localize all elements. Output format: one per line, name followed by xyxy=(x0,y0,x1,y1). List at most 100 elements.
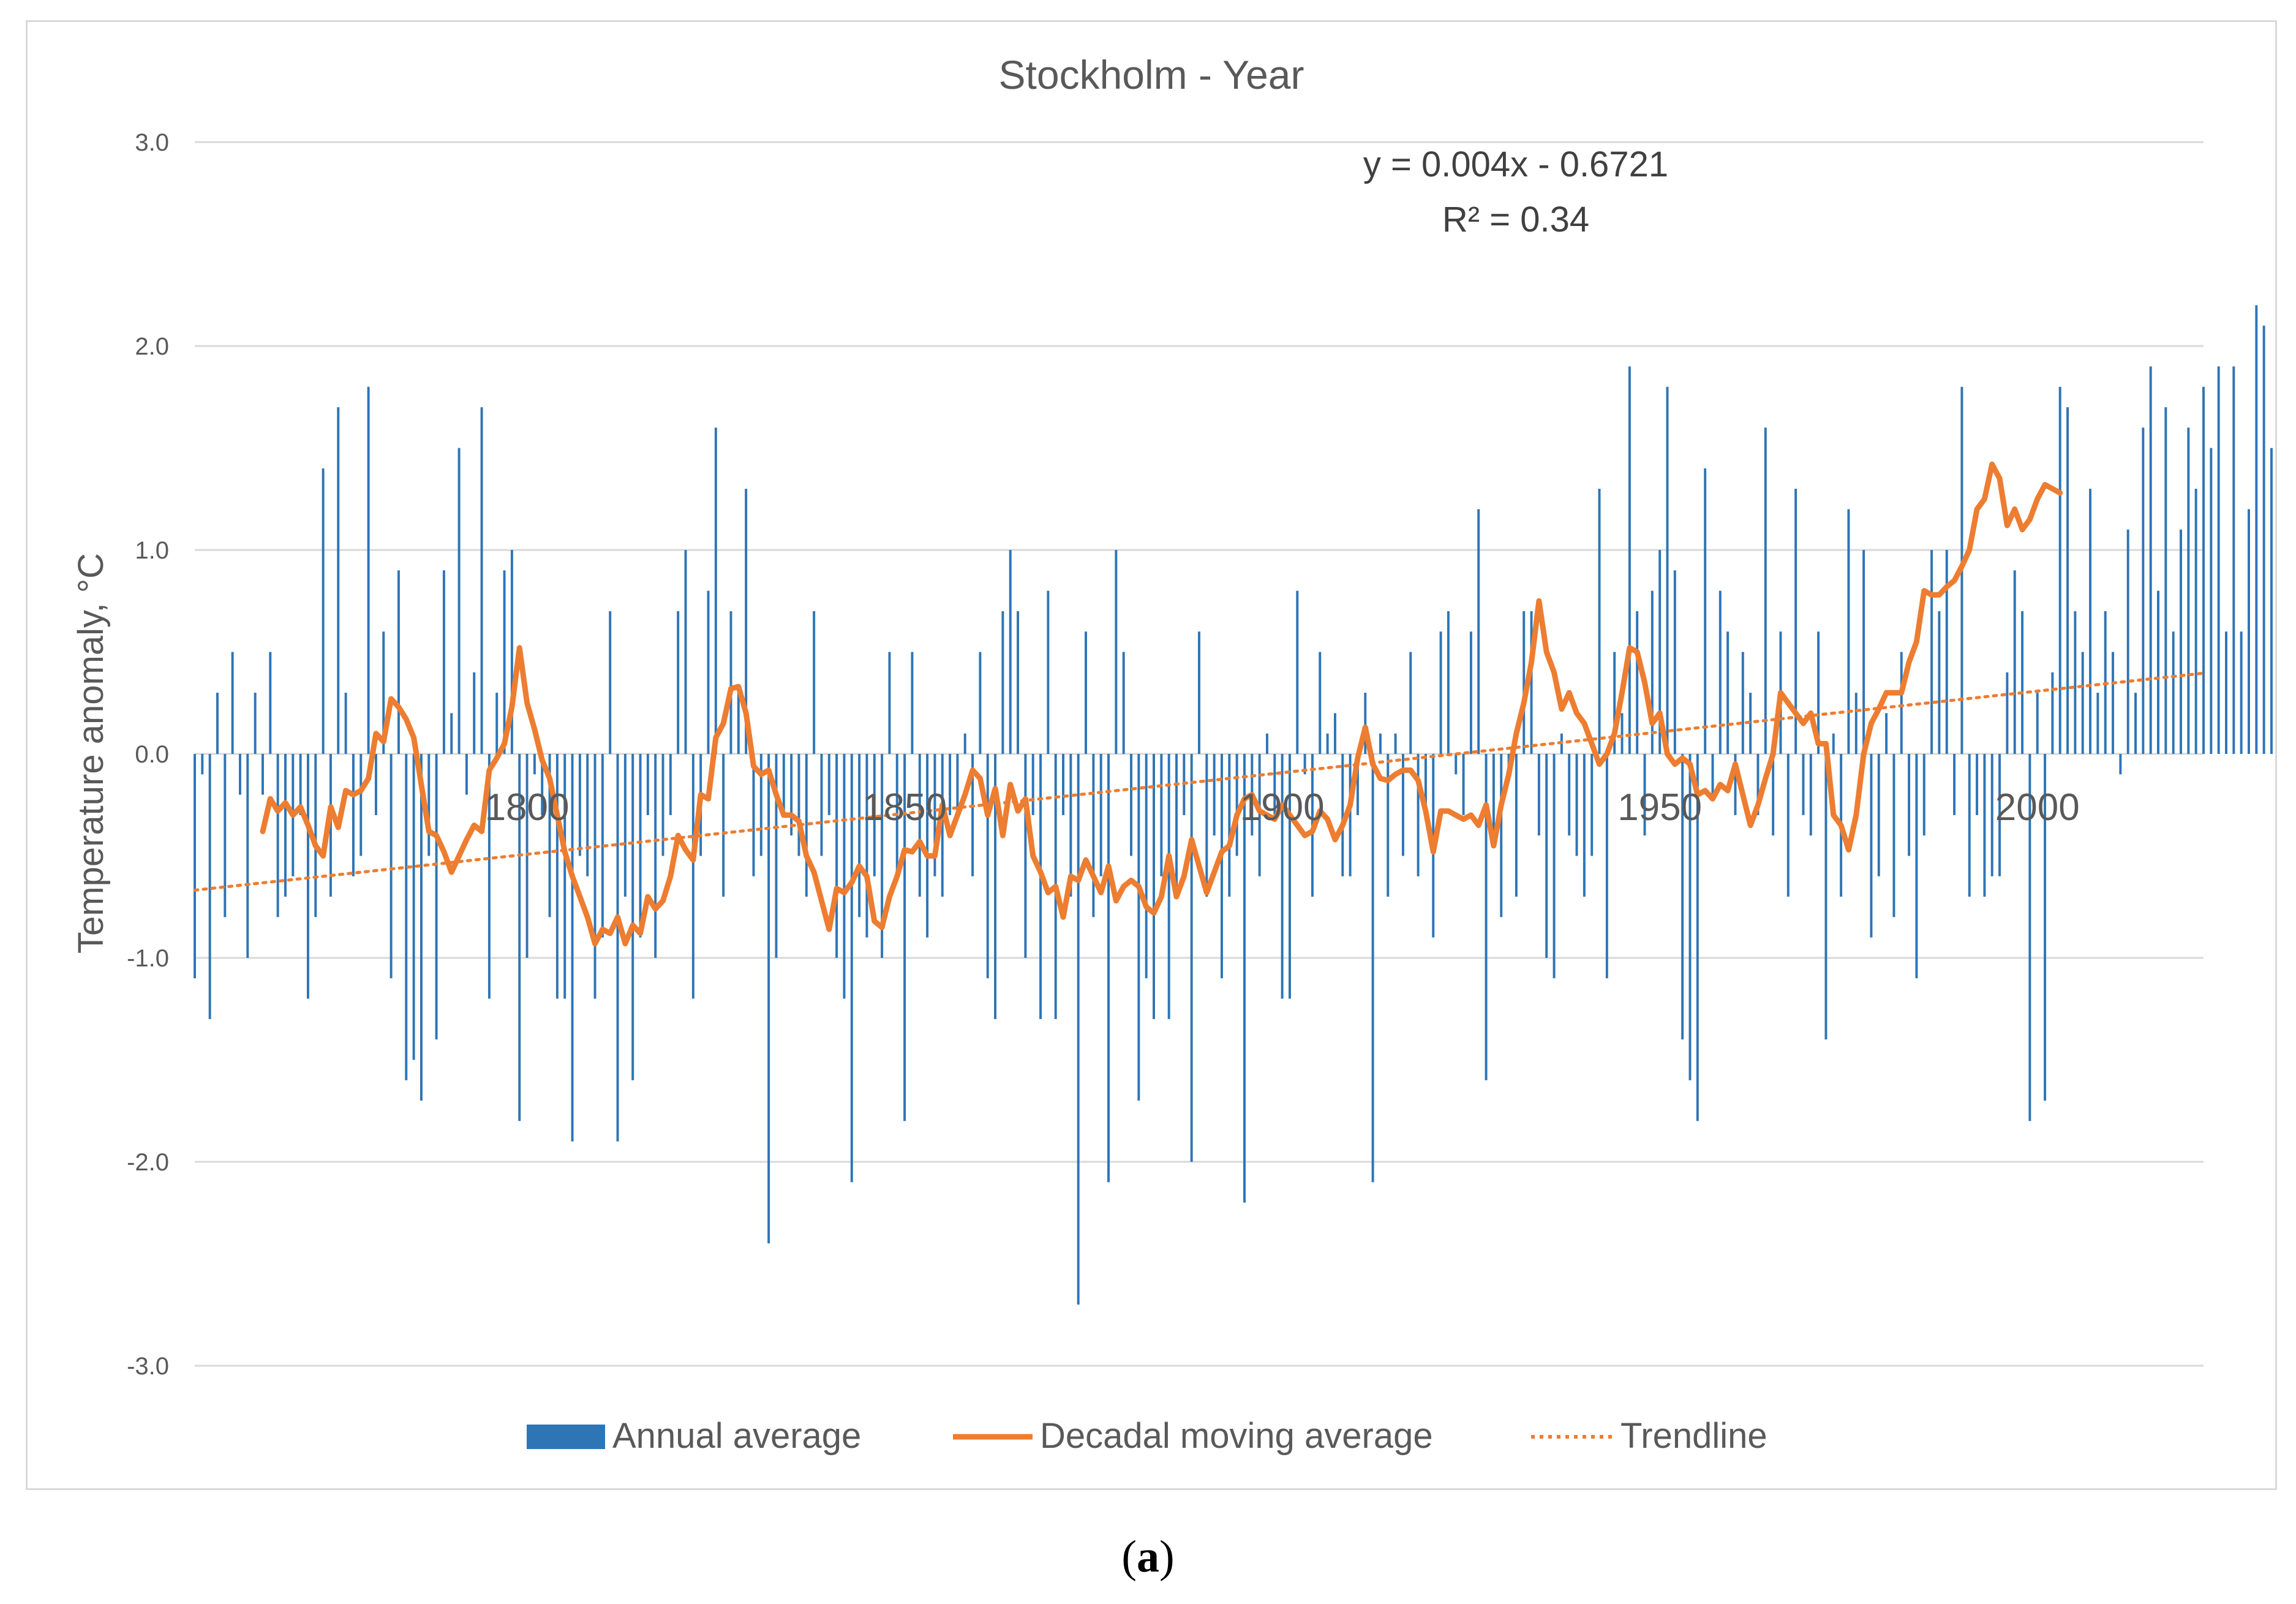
annual-bar xyxy=(420,754,423,1101)
annual-bar xyxy=(306,754,309,999)
annual-bar xyxy=(820,754,823,856)
annual-bar xyxy=(231,652,234,754)
caption-close: ) xyxy=(1159,1532,1175,1582)
annual-bar xyxy=(752,754,755,876)
annual-bar xyxy=(1620,713,1624,754)
annual-bar xyxy=(631,754,634,1080)
annual-bar xyxy=(1847,509,1850,754)
annual-bar xyxy=(1824,754,1827,1040)
annual-bar xyxy=(1704,468,1707,754)
x-tick-label: 1800 xyxy=(485,786,570,829)
annual-bar xyxy=(2096,693,2099,754)
annual-bar xyxy=(677,611,680,754)
annual-bar xyxy=(639,754,642,938)
annual-bar xyxy=(518,754,521,1121)
annual-bar xyxy=(541,754,544,815)
annual-bar xyxy=(548,754,551,917)
annual-bar xyxy=(1024,754,1027,958)
annual-bar xyxy=(1167,754,1170,1019)
annual-bar xyxy=(1650,590,1654,754)
annual-bar xyxy=(1085,631,1088,754)
annual-bar xyxy=(1605,754,1608,979)
annual-bar xyxy=(465,754,468,795)
annual-bar xyxy=(2074,611,2077,754)
legend-swatch-annual xyxy=(527,1425,605,1449)
annual-bar xyxy=(835,754,838,958)
annual-bar xyxy=(963,733,966,754)
annual-bar xyxy=(1447,611,1450,754)
annual-bar xyxy=(1870,754,1873,938)
annual-bar xyxy=(1756,754,1760,815)
annual-bar xyxy=(1379,733,1382,754)
annual-bar xyxy=(1175,754,1178,897)
annual-bar xyxy=(1326,733,1329,754)
annual-bar xyxy=(609,611,612,754)
annual-bar xyxy=(926,754,929,938)
annual-bar xyxy=(1401,754,1404,856)
annual-bar xyxy=(1976,754,1979,815)
annual-bar xyxy=(888,652,891,754)
annual-bar xyxy=(782,754,785,815)
annual-bar xyxy=(1741,652,1744,754)
annual-bar xyxy=(646,754,649,815)
annual-bar xyxy=(1575,754,1578,856)
annual-bar xyxy=(1228,754,1231,897)
annual-bar xyxy=(1205,754,1208,897)
annual-bar xyxy=(2081,652,2084,754)
annual-bar xyxy=(390,754,393,979)
annual-bar xyxy=(593,754,597,999)
annual-bar xyxy=(1523,611,1526,754)
annual-bar xyxy=(1258,754,1261,876)
annual-bar xyxy=(2134,693,2137,754)
annual-bar xyxy=(525,754,529,958)
annual-bar xyxy=(1613,652,1616,754)
annual-bar xyxy=(374,754,377,815)
annual-bar xyxy=(495,693,499,754)
annual-bar xyxy=(1394,733,1397,754)
y-tick-label: -1.0 xyxy=(127,945,169,972)
chart-title: Stockholm - Year xyxy=(999,52,1304,97)
annual-bar xyxy=(2255,305,2258,754)
annual-bar xyxy=(805,754,808,897)
annual-bar xyxy=(623,754,627,897)
annual-bar xyxy=(1696,754,1699,1121)
annual-bar xyxy=(1115,550,1118,754)
annual-bar xyxy=(737,693,740,754)
annual-bar xyxy=(2028,754,2031,1121)
annual-bar xyxy=(1122,652,1125,754)
legend-label-moving-average: Decadal moving average xyxy=(1040,1416,1433,1456)
annual-bar xyxy=(1998,754,2001,876)
annual-bar xyxy=(1356,754,1359,815)
annual-bar xyxy=(911,652,914,754)
annual-bar xyxy=(918,754,921,897)
annual-bar xyxy=(714,427,717,754)
annual-bar xyxy=(367,386,370,754)
annual-bar xyxy=(1288,754,1291,999)
annual-bar xyxy=(2262,325,2265,754)
annual-bar xyxy=(1364,693,1367,754)
annual-bar xyxy=(1190,754,1193,1162)
annual-bar xyxy=(729,611,732,754)
annual-bar xyxy=(661,754,664,856)
annual-bar xyxy=(1492,754,1495,836)
annual-bar xyxy=(201,754,204,775)
annual-bar xyxy=(1938,611,1941,754)
annual-bar xyxy=(1945,550,1948,754)
annual-bar xyxy=(510,550,513,754)
annual-bar xyxy=(2210,448,2213,754)
annual-bar xyxy=(1213,754,1216,836)
annual-bar xyxy=(1160,754,1163,876)
annual-bar xyxy=(2240,631,2243,754)
annual-bar xyxy=(1900,652,1903,754)
annual-bar xyxy=(2112,652,2115,754)
annual-bar xyxy=(1333,713,1336,754)
annual-bar xyxy=(1718,590,1722,754)
annual-bar xyxy=(1628,366,1631,754)
annual-bar xyxy=(1266,733,1268,754)
annual-bar xyxy=(1673,570,1676,754)
y-tick-label: -3.0 xyxy=(127,1353,169,1380)
annual-bar xyxy=(1409,652,1412,754)
annual-bar xyxy=(1908,754,1911,856)
annual-bar xyxy=(269,652,272,754)
annual-bar xyxy=(412,754,415,1060)
